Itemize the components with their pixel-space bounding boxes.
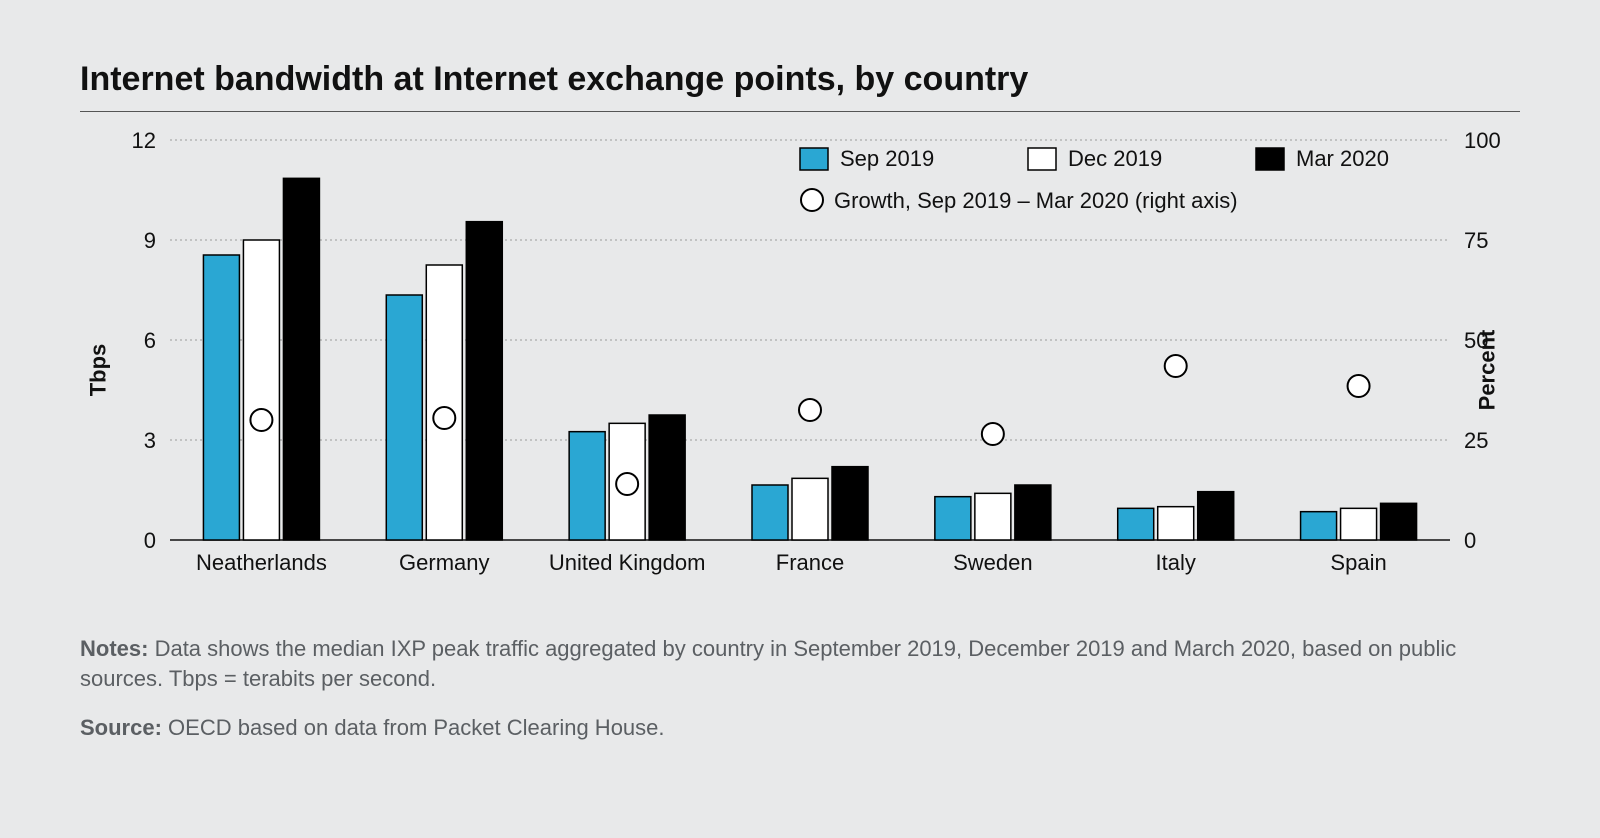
bar (243, 240, 279, 540)
title-divider (80, 111, 1520, 112)
bar (283, 178, 319, 540)
growth-marker (616, 473, 638, 495)
bar (569, 432, 605, 540)
growth-marker (982, 423, 1004, 445)
y-left-tick: 6 (144, 328, 156, 353)
bar (1158, 507, 1194, 540)
chart-container: Tbps Percent 0369120255075100Neatherland… (80, 120, 1520, 620)
bar (1198, 492, 1234, 540)
legend-growth-icon (801, 189, 823, 211)
y-axis-left-label: Tbps (85, 344, 111, 397)
notes-lead: Notes: (80, 636, 148, 661)
growth-marker (1348, 375, 1370, 397)
source-lead: Source: (80, 715, 162, 740)
y-left-tick: 9 (144, 228, 156, 253)
bar (1381, 503, 1417, 540)
bar (203, 255, 239, 540)
y-right-tick: 25 (1464, 428, 1488, 453)
legend-label: Mar 2020 (1296, 146, 1389, 171)
category-label: Germany (399, 550, 489, 575)
chart-title: Internet bandwidth at Internet exchange … (80, 60, 1520, 99)
legend-label: Dec 2019 (1068, 146, 1162, 171)
y-left-tick: 3 (144, 428, 156, 453)
bar (426, 265, 462, 540)
category-label: Italy (1156, 550, 1196, 575)
bar (1341, 508, 1377, 540)
category-label: France (776, 550, 844, 575)
bar (752, 485, 788, 540)
bar (975, 493, 1011, 540)
legend-label: Sep 2019 (840, 146, 934, 171)
chart-source: Source: OECD based on data from Packet C… (80, 715, 1520, 741)
y-left-tick: 12 (132, 128, 156, 153)
category-label: United Kingdom (549, 550, 706, 575)
y-right-tick: 100 (1464, 128, 1501, 153)
legend-swatch (1256, 148, 1284, 170)
bar (466, 222, 502, 540)
bar (386, 295, 422, 540)
growth-marker (433, 407, 455, 429)
bar (649, 415, 685, 540)
growth-marker (1165, 355, 1187, 377)
category-label: Spain (1330, 550, 1386, 575)
bar (792, 478, 828, 540)
notes-text: Data shows the median IXP peak traffic a… (80, 636, 1456, 691)
growth-marker (799, 399, 821, 421)
legend-swatch (800, 148, 828, 170)
y-left-tick: 0 (144, 528, 156, 553)
legend-swatch (1028, 148, 1056, 170)
y-axis-right-label: Percent (1475, 330, 1501, 411)
y-right-tick: 75 (1464, 228, 1488, 253)
y-right-tick: 0 (1464, 528, 1476, 553)
growth-marker (250, 409, 272, 431)
chart-notes: Notes: Data shows the median IXP peak tr… (80, 634, 1520, 693)
legend-growth-label: Growth, Sep 2019 – Mar 2020 (right axis) (834, 188, 1238, 213)
chart-svg: 0369120255075100NeatherlandsGermanyUnite… (80, 120, 1520, 620)
bar (1301, 512, 1337, 540)
category-label: Sweden (953, 550, 1033, 575)
source-text: OECD based on data from Packet Clearing … (162, 715, 665, 740)
bar (1015, 485, 1051, 540)
category-label: Neatherlands (196, 550, 327, 575)
bar (935, 497, 971, 540)
bar (832, 467, 868, 540)
bar (1118, 508, 1154, 540)
